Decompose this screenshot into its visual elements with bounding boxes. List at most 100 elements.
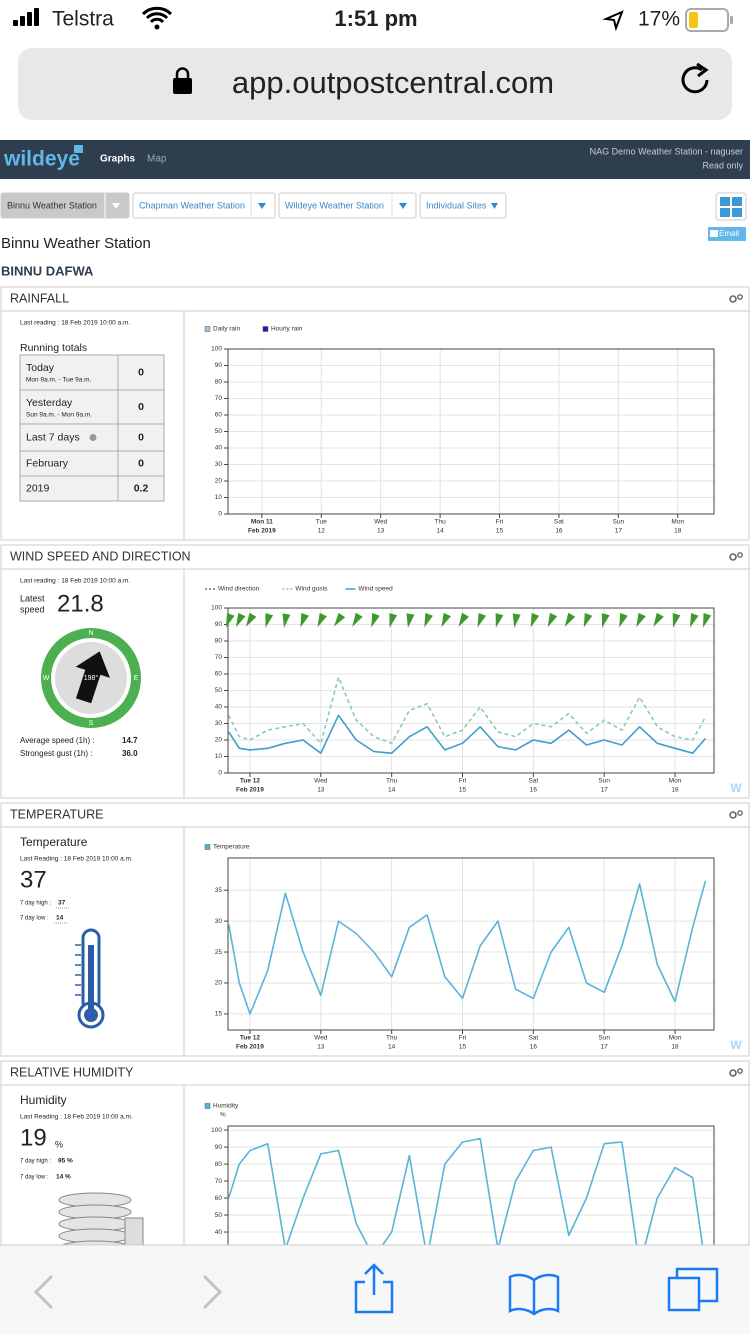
direction-arrow: [690, 612, 699, 628]
x-tick-label: Sun: [598, 778, 610, 785]
legend-label[interactable]: Wind speed: [358, 586, 393, 593]
wifi-icon: [141, 6, 173, 24]
lock-body: [173, 78, 192, 94]
legend-label[interactable]: Wind gusts: [295, 586, 328, 593]
legend-label[interactable]: Humidity: [213, 1103, 239, 1110]
reload-icon[interactable]: [681, 66, 709, 94]
total-value: 0: [138, 366, 144, 378]
x-tick-label: Sat: [528, 778, 538, 785]
settings-icon[interactable]: [729, 1069, 737, 1077]
settings-icon: [737, 1068, 743, 1074]
series-line: [227, 1137, 707, 1267]
select-label[interactable]: Chapman Weather Station: [139, 200, 245, 210]
bookmarks-button[interactable]: [508, 1273, 560, 1316]
settings-icon[interactable]: [729, 811, 737, 819]
station-select[interactable]: [132, 192, 276, 219]
x-tick-label: 17: [601, 787, 609, 794]
low-label: 7 day low :: [20, 916, 49, 922]
legend-label[interactable]: Wind direction: [218, 586, 260, 593]
y-tick-label: 70: [215, 395, 223, 402]
panel-title: WIND SPEED AND DIRECTION: [10, 549, 191, 563]
nav-link[interactable]: Map: [147, 154, 167, 165]
thermometer-fill: [84, 1008, 98, 1022]
signal-bar: [20, 16, 25, 26]
y-tick-label: 30: [215, 720, 223, 727]
station-select[interactable]: [419, 192, 507, 219]
last-reading: Last Reading : 18 Feb 2019 10:00 a.m.: [20, 856, 133, 863]
settings-icon[interactable]: [729, 295, 737, 303]
x-tick-label: Fri: [496, 519, 504, 526]
tabs-back: [675, 1267, 719, 1303]
y-tick-label: 90: [215, 1144, 223, 1151]
y-tick-label: 70: [215, 654, 223, 661]
panel-title: RELATIVE HUMIDITY: [10, 1065, 134, 1079]
y-tick-label: 0: [218, 770, 222, 777]
x-tick-label: Sun: [613, 519, 625, 526]
y-tick-label: 40: [215, 704, 223, 711]
station-select[interactable]: [0, 192, 130, 219]
total-value: 0: [138, 431, 144, 443]
legend-symbol: [204, 844, 211, 850]
url-bar[interactable]: [18, 48, 732, 120]
select-label[interactable]: Binnu Weather Station: [7, 200, 97, 210]
x-tick-label: 17: [615, 528, 623, 535]
y-tick-label: 35: [215, 887, 223, 894]
layout-icon-cell: [732, 208, 742, 217]
direction-arrow: [672, 613, 681, 628]
nav-link[interactable]: Graphs: [100, 154, 135, 165]
x-tick-label: 15: [459, 1044, 467, 1051]
page-title: Binnu Weather Station: [1, 235, 151, 252]
y-tick-label: 60: [215, 671, 223, 678]
direction-arrow: [601, 613, 610, 628]
y-tick-label: 30: [215, 461, 223, 468]
x-tick-label: Sat: [528, 1035, 538, 1042]
direction-arrow: [458, 612, 469, 627]
y-tick-label: 50: [215, 428, 223, 435]
back-button[interactable]: [33, 1274, 54, 1310]
y-tick-label: 50: [215, 687, 223, 694]
clock: 1:51 pm: [334, 6, 417, 31]
select-label[interactable]: Wildeye Weather Station: [285, 200, 384, 210]
tabs-button[interactable]: [667, 1276, 701, 1312]
settings-icon[interactable]: [729, 553, 737, 561]
x-tick-label: 16: [530, 787, 538, 794]
legend-symbol: [262, 326, 269, 332]
x-tick-label: Tue 12: [240, 778, 260, 785]
legend-label[interactable]: Hourly rain: [271, 326, 303, 333]
station-select[interactable]: [278, 192, 417, 219]
signal-bar: [13, 20, 18, 26]
wind-stat-label: Strongest gust (1h) :: [20, 749, 92, 758]
y-tick-label: 50: [215, 1212, 223, 1219]
compass-point: E: [134, 675, 139, 682]
share-button[interactable]: [354, 1263, 394, 1314]
email-label[interactable]: Email: [719, 229, 739, 238]
direction-arrow: [547, 612, 558, 628]
y-tick-label: 20: [215, 980, 223, 987]
station-info: Read only: [702, 160, 743, 170]
compass-arrow: [75, 651, 110, 704]
sensor-arm: [124, 1217, 144, 1249]
info-icon[interactable]: [89, 434, 97, 441]
direction-arrow: [564, 612, 576, 627]
legend-label[interactable]: Temperature: [213, 844, 250, 851]
y-tick-label: 90: [215, 362, 223, 369]
direction-arrow: [495, 613, 504, 628]
forward-button[interactable]: [202, 1274, 223, 1310]
logo[interactable]: wildeye: [3, 148, 80, 171]
x-tick-label: 13: [377, 528, 385, 535]
x-tick-label: Feb 2019: [248, 528, 276, 535]
select-label[interactable]: Individual Sites: [426, 200, 487, 210]
high-value: 95 %: [58, 1158, 73, 1165]
panel-title: RAINFALL: [10, 291, 69, 305]
x-tick-label: 14: [388, 787, 396, 794]
total-cell: [117, 354, 165, 391]
battery-outline: [685, 8, 729, 32]
total-cell: [117, 475, 165, 502]
layout-icon-cell: [720, 197, 730, 206]
legend-label[interactable]: Daily rain: [213, 326, 240, 333]
y-tick-label: 100: [211, 346, 222, 353]
high-label: 7 day high :: [20, 901, 51, 907]
direction-arrow: [619, 612, 628, 628]
email-icon: [710, 230, 718, 237]
direction-arrow: [441, 612, 451, 628]
